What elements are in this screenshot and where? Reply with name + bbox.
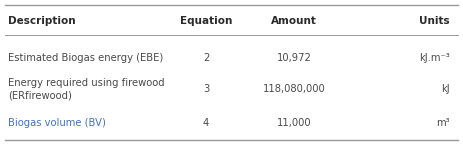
Text: kJ: kJ: [441, 84, 450, 94]
Text: Biogas volume (BV): Biogas volume (BV): [8, 118, 106, 127]
Text: kJ.m⁻³: kJ.m⁻³: [419, 53, 450, 63]
Text: Amount: Amount: [271, 16, 317, 26]
Text: m³: m³: [437, 118, 450, 127]
Text: 10,972: 10,972: [276, 53, 312, 63]
Text: Estimated Biogas energy (EBE): Estimated Biogas energy (EBE): [8, 53, 163, 63]
Text: 118,080,000: 118,080,000: [263, 84, 325, 94]
Text: 2: 2: [203, 53, 209, 63]
Text: Description: Description: [8, 16, 76, 26]
Text: 11,000: 11,000: [277, 118, 311, 127]
Text: Units: Units: [419, 16, 450, 26]
Text: Equation: Equation: [180, 16, 232, 26]
Text: 3: 3: [203, 84, 209, 94]
Text: Energy required using firewood
(ERfirewood): Energy required using firewood (ERfirewo…: [8, 78, 165, 100]
Text: 4: 4: [203, 118, 209, 127]
